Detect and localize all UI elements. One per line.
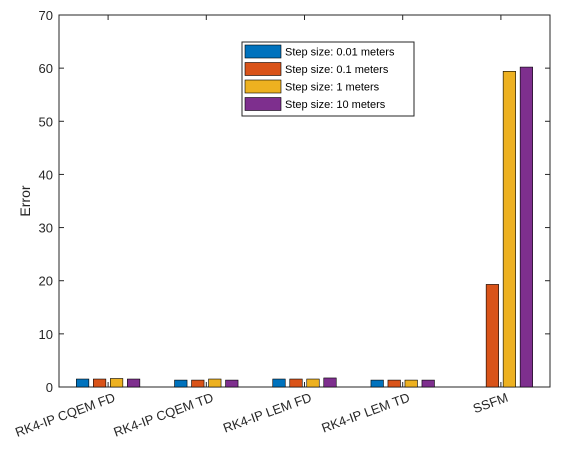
y-tick-label: 60 <box>39 61 53 76</box>
y-tick-label: 70 <box>39 8 53 23</box>
legend-swatch <box>244 44 282 59</box>
legend: Step size: 0.01 meters Step size: 0.1 met… <box>241 41 415 117</box>
bar <box>387 379 401 388</box>
bar <box>174 379 188 388</box>
y-axis-label: Error <box>17 185 33 216</box>
legend-label: Step size: 1 meters <box>285 82 380 94</box>
legend-label: Step size: 10 meters <box>285 99 386 111</box>
y-tick-label: 20 <box>39 274 53 289</box>
x-tick-label: RK4-IP LEM FD <box>221 390 313 436</box>
y-tick-label: 50 <box>39 114 53 129</box>
legend-swatch <box>244 97 282 111</box>
bar <box>519 66 533 388</box>
bars-group <box>76 66 533 388</box>
y-tick-label: 0 <box>46 380 53 395</box>
legend-swatch <box>244 62 282 76</box>
x-tick-label: RK4-IP LEM TD <box>319 390 411 436</box>
bar <box>370 379 384 388</box>
bar <box>110 378 124 388</box>
bar <box>191 379 205 388</box>
bar <box>225 379 239 388</box>
y-tick-label: 40 <box>39 167 53 182</box>
x-tick-label: RK4-IP CQEM TD <box>112 390 216 440</box>
x-tick-label: RK4-IP CQEM FD <box>13 390 117 440</box>
bar <box>485 284 499 388</box>
bar <box>127 378 141 388</box>
legend-label: Step size: 0.01 meters <box>285 47 395 59</box>
bar <box>421 379 435 388</box>
x-tick-label: SSFM <box>471 390 510 416</box>
y-tick-label: 10 <box>39 327 53 342</box>
y-axis: 0 10 20 30 40 50 60 70 <box>39 8 550 395</box>
bar <box>404 379 418 388</box>
bar <box>76 378 90 388</box>
legend-swatch <box>244 79 282 94</box>
y-tick-label: 30 <box>39 221 53 236</box>
bar <box>502 71 516 388</box>
bar <box>306 378 320 388</box>
bar <box>208 378 222 388</box>
bar <box>289 378 303 388</box>
bar <box>272 378 286 388</box>
legend-label: Step size: 0.1 meters <box>285 64 389 76</box>
bar <box>93 378 107 388</box>
bar <box>323 377 337 388</box>
